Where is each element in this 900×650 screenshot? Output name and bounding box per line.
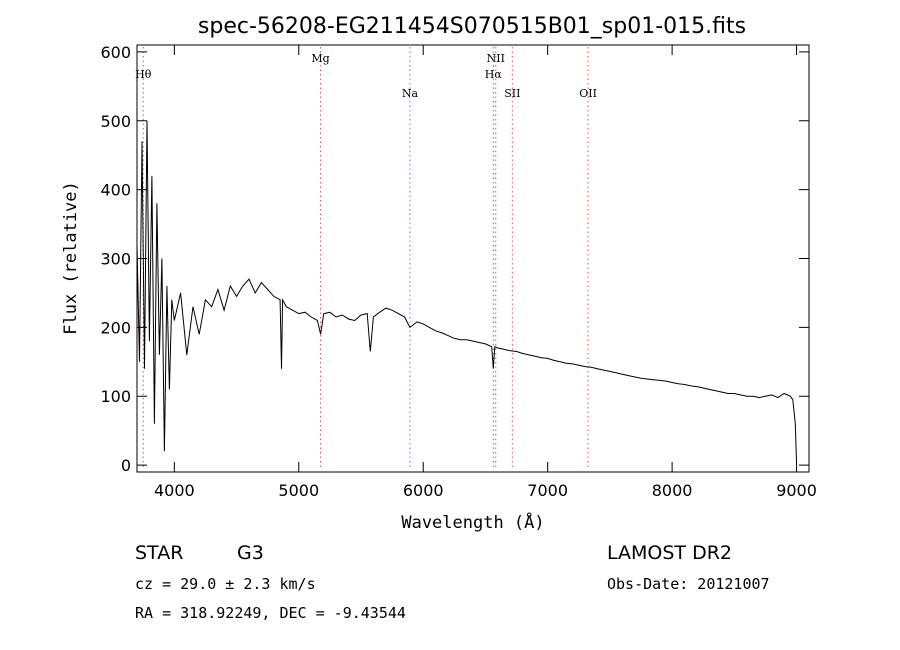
spectral-line-label: Mg <box>311 52 329 65</box>
y-tick-label: 100 <box>100 387 131 406</box>
x-axis-label: Wavelength (Å) <box>401 511 544 533</box>
x-tick-label: 7000 <box>527 481 568 500</box>
axis-ticks: 4000 5000 6000 7000 8000 9000 0 100 200 300 400 500… <box>100 43 816 500</box>
x-tick-label: 5000 <box>278 481 319 500</box>
observation-date: Obs-Date: 20121007 <box>607 575 770 593</box>
spectrum-line <box>136 120 798 466</box>
y-tick-label: 400 <box>100 181 131 200</box>
plot-frame <box>136 44 810 473</box>
y-tick-label: 300 <box>100 250 131 269</box>
coordinates: RA = 318.92249, DEC = -9.43544 <box>135 604 406 622</box>
y-tick-label: 500 <box>100 112 131 131</box>
spectral-line-label: NII <box>487 52 505 65</box>
spectral-line-label: Na <box>402 87 419 100</box>
y-axis-label: Flux (relative) <box>61 181 81 335</box>
object-subclass: G3 <box>237 542 264 564</box>
chart-title: spec-56208-EG211454S070515B01_sp01-015.f… <box>198 14 746 39</box>
x-tick-label: 9000 <box>776 481 817 500</box>
survey-name: LAMOST DR2 <box>607 542 732 564</box>
y-tick-label: 600 <box>100 43 131 62</box>
y-tick-label: 200 <box>100 318 131 337</box>
x-tick-label: 4000 <box>154 481 195 500</box>
spectral-line-label: SII <box>504 87 520 100</box>
x-tick-label: 6000 <box>403 481 444 500</box>
spectral-line-label: Hθ <box>135 68 152 81</box>
spectral-line-label: Hα <box>485 68 503 81</box>
redshift-cz: cz = 29.0 ± 2.3 km/s <box>135 575 316 593</box>
object-class: STAR <box>135 542 184 564</box>
y-tick-label: 0 <box>121 456 131 475</box>
spectral-line-label: OII <box>579 87 597 100</box>
x-tick-label: 8000 <box>652 481 693 500</box>
